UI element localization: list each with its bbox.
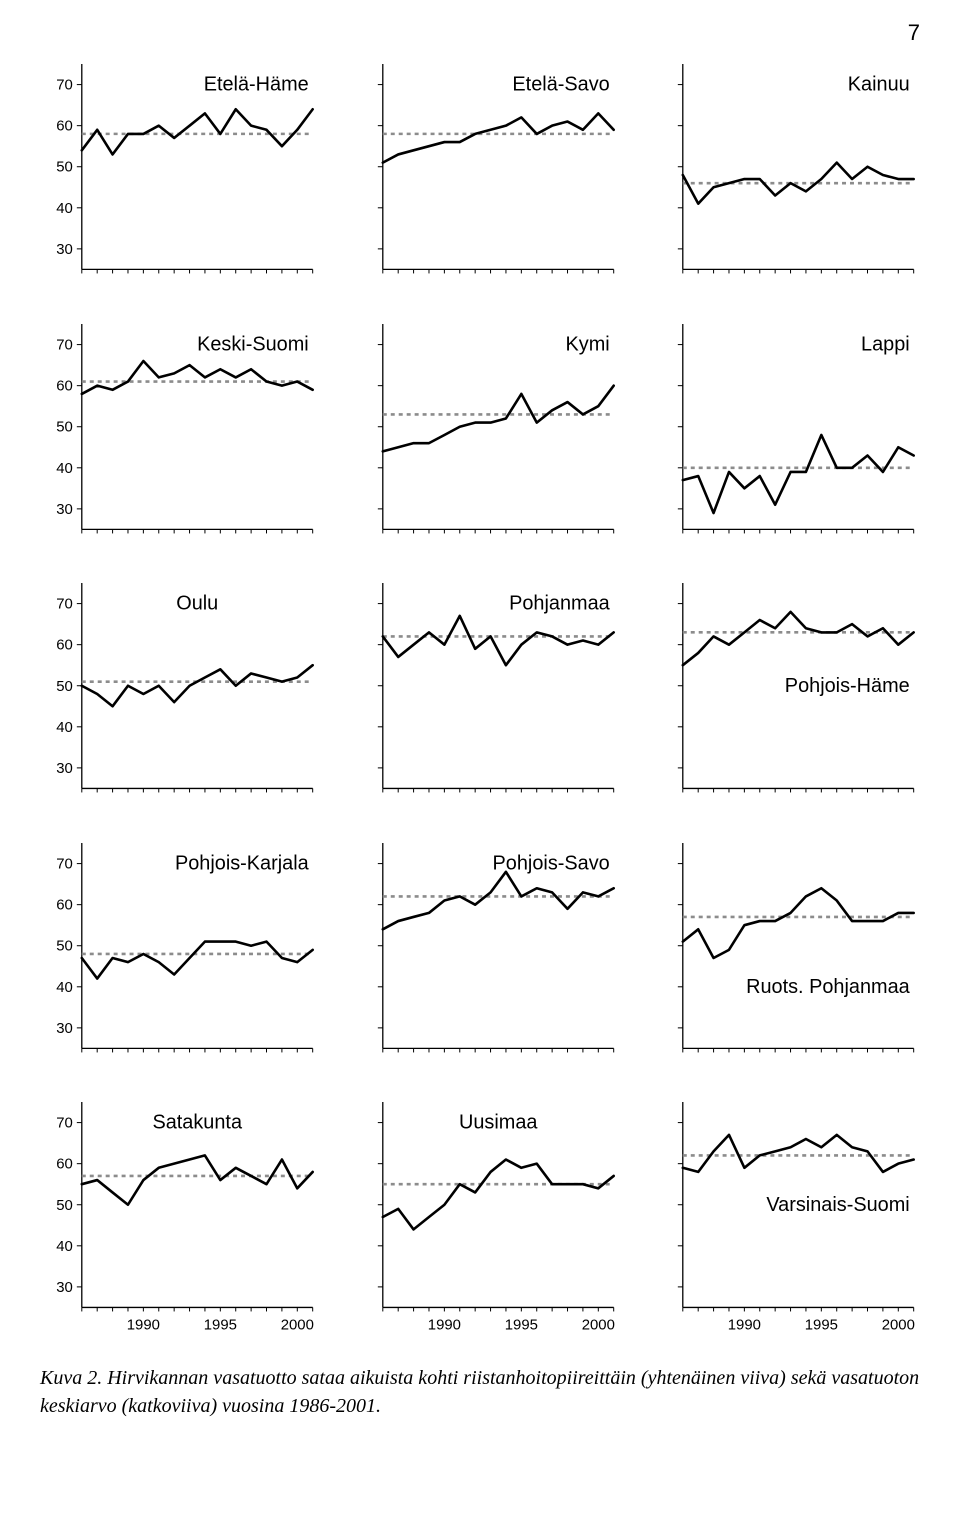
chart-panel: Kainuu bbox=[641, 56, 920, 298]
svg-text:2000: 2000 bbox=[581, 1317, 614, 1334]
svg-text:30: 30 bbox=[56, 500, 73, 517]
svg-text:50: 50 bbox=[56, 418, 73, 435]
chart-panel: Pohjois-Häme bbox=[641, 575, 920, 817]
svg-text:Varsinais-Suomi: Varsinais-Suomi bbox=[767, 1194, 910, 1216]
chart-panel: Pohjois-Savo bbox=[341, 835, 620, 1077]
chart-panel: Pohjanmaa bbox=[341, 575, 620, 817]
svg-text:Kymi: Kymi bbox=[565, 333, 609, 355]
svg-text:50: 50 bbox=[56, 678, 73, 695]
svg-text:Lappi: Lappi bbox=[861, 333, 910, 355]
svg-text:30: 30 bbox=[56, 760, 73, 777]
svg-text:1995: 1995 bbox=[805, 1317, 838, 1334]
figure-caption: Kuva 2. Hirvikannan vasatuotto sataa aik… bbox=[40, 1364, 920, 1420]
chart-panel: 1990 1995 2000 Uusimaa bbox=[341, 1094, 620, 1336]
svg-text:2000: 2000 bbox=[281, 1317, 314, 1334]
svg-text:60: 60 bbox=[56, 118, 73, 135]
svg-text:1995: 1995 bbox=[504, 1317, 537, 1334]
chart-panel: 1990 1995 2000 Varsinais-Suomi bbox=[641, 1094, 920, 1336]
svg-text:60: 60 bbox=[56, 377, 73, 394]
svg-text:40: 40 bbox=[56, 459, 73, 476]
svg-text:40: 40 bbox=[56, 979, 73, 996]
svg-text:30: 30 bbox=[56, 241, 73, 258]
chart-panel: 30 40 50 60 70 Keski-Suomi bbox=[40, 316, 319, 558]
svg-text:70: 70 bbox=[56, 336, 73, 353]
chart-panel: Kymi bbox=[341, 316, 620, 558]
svg-text:Keski-Suomi: Keski-Suomi bbox=[197, 333, 309, 355]
svg-text:60: 60 bbox=[56, 896, 73, 913]
chart-panel: Lappi bbox=[641, 316, 920, 558]
chart-panel: 30 40 50 60 70 Oulu bbox=[40, 575, 319, 817]
svg-text:Kainuu: Kainuu bbox=[848, 74, 910, 96]
svg-text:50: 50 bbox=[56, 159, 73, 176]
svg-text:Etelä-Häme: Etelä-Häme bbox=[204, 74, 309, 96]
chart-panel: 30 40 50 60 70 Pohjois-Karjala bbox=[40, 835, 319, 1077]
svg-text:70: 70 bbox=[56, 77, 73, 94]
svg-text:40: 40 bbox=[56, 719, 73, 736]
chart-panel: Etelä-Savo bbox=[341, 56, 620, 298]
svg-text:Uusimaa: Uusimaa bbox=[459, 1112, 538, 1134]
svg-text:Pohjois-Häme: Pohjois-Häme bbox=[785, 675, 910, 697]
chart-panel: 30 40 50 60 70 1990 1995 2000 Satakunta bbox=[40, 1094, 319, 1336]
chart-panel: Ruots. Pohjanmaa bbox=[641, 835, 920, 1077]
svg-text:Pohjois-Savo: Pohjois-Savo bbox=[492, 852, 609, 874]
svg-text:Etelä-Savo: Etelä-Savo bbox=[512, 74, 609, 96]
svg-text:1990: 1990 bbox=[728, 1317, 761, 1334]
svg-text:Pohjanmaa: Pohjanmaa bbox=[509, 593, 610, 615]
svg-text:30: 30 bbox=[56, 1279, 73, 1296]
svg-text:70: 70 bbox=[56, 596, 73, 613]
svg-text:70: 70 bbox=[56, 855, 73, 872]
svg-text:40: 40 bbox=[56, 1238, 73, 1255]
svg-text:60: 60 bbox=[56, 1156, 73, 1173]
svg-text:1995: 1995 bbox=[204, 1317, 237, 1334]
svg-text:Oulu: Oulu bbox=[176, 593, 218, 615]
svg-text:60: 60 bbox=[56, 637, 73, 654]
svg-text:40: 40 bbox=[56, 200, 73, 217]
page-number: 7 bbox=[40, 20, 920, 46]
svg-text:30: 30 bbox=[56, 1020, 73, 1037]
svg-text:50: 50 bbox=[56, 1197, 73, 1214]
svg-text:1990: 1990 bbox=[427, 1317, 460, 1334]
svg-text:Satakunta: Satakunta bbox=[152, 1112, 242, 1134]
svg-text:2000: 2000 bbox=[882, 1317, 915, 1334]
svg-text:70: 70 bbox=[56, 1115, 73, 1132]
svg-text:Pohjois-Karjala: Pohjois-Karjala bbox=[175, 852, 310, 874]
svg-text:Ruots. Pohjanmaa: Ruots. Pohjanmaa bbox=[746, 976, 910, 998]
svg-text:50: 50 bbox=[56, 937, 73, 954]
svg-text:1990: 1990 bbox=[127, 1317, 160, 1334]
chart-panel: 30 40 50 60 70 Etelä-Häme bbox=[40, 56, 319, 298]
chart-grid: 30 40 50 60 70 Etelä-Häme Etelä-Savo Kainuu 30 40… bbox=[40, 56, 920, 1336]
